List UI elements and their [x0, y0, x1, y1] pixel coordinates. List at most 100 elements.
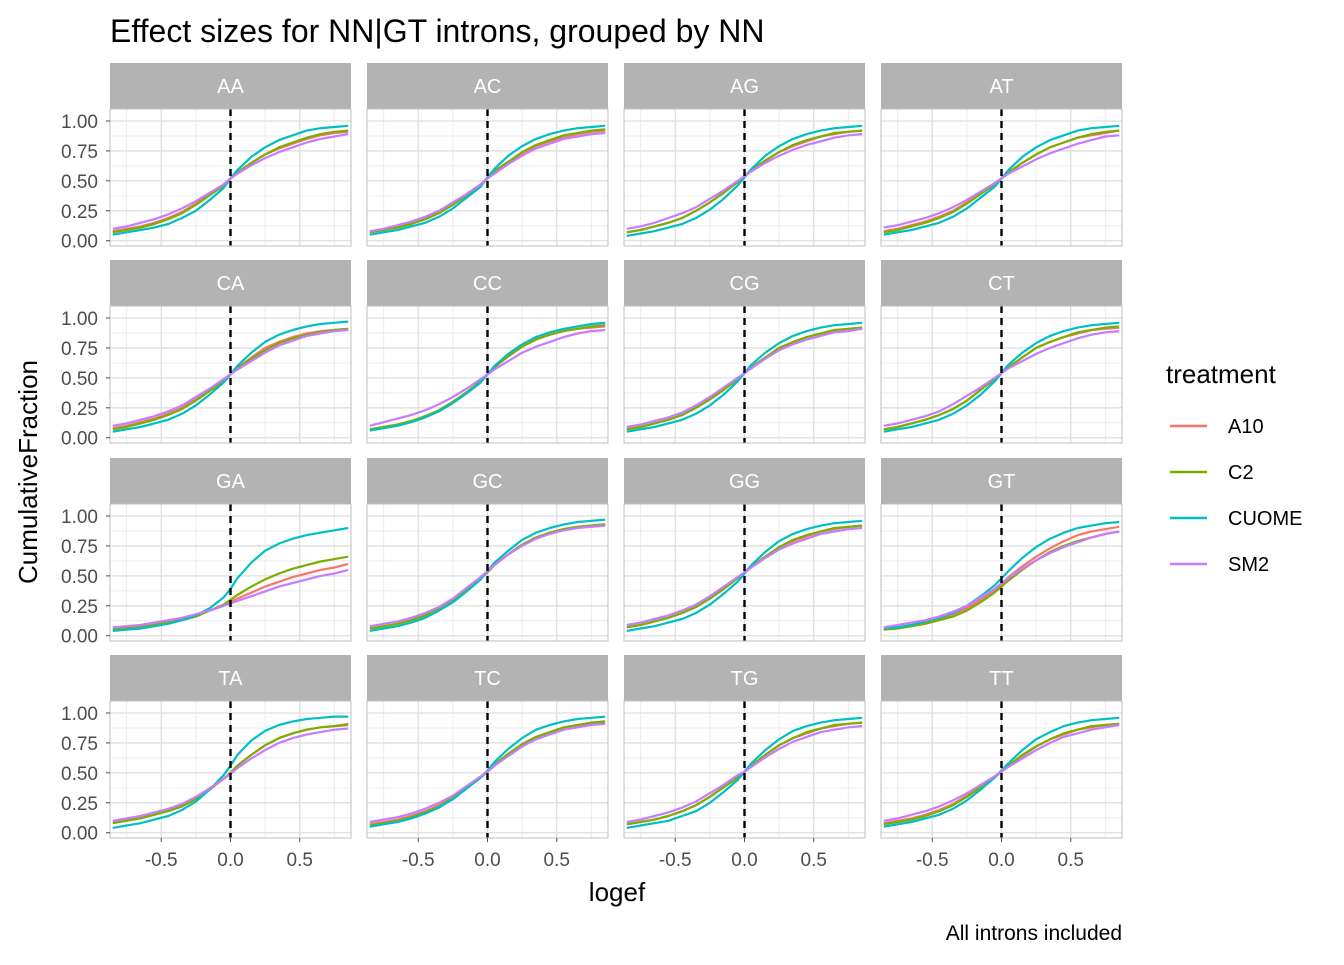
- series-line-sm2: [883, 330, 1120, 427]
- series-line-sm2: [883, 134, 1120, 229]
- facet-strip: [110, 655, 351, 701]
- facet-label: CA: [217, 273, 245, 295]
- facet-strip: [881, 260, 1122, 306]
- x-tick-label: 0.0: [988, 850, 1014, 871]
- y-tick-label: 0.50: [61, 764, 98, 785]
- x-tick-label: -0.5: [916, 850, 949, 871]
- y-tick-label: 0.25: [61, 597, 98, 618]
- facet-strip: [110, 260, 351, 306]
- x-tick-label: 0.5: [287, 850, 313, 871]
- facet-label: GA: [216, 471, 246, 493]
- facet-label: CG: [730, 273, 760, 295]
- facet-strip: [367, 260, 608, 306]
- panel-border: [623, 503, 866, 642]
- facet-label: TG: [731, 668, 759, 690]
- panel-border: [109, 108, 352, 247]
- x-tick-label: 0.5: [544, 850, 570, 871]
- y-tick-label: 0.50: [61, 567, 98, 588]
- facet-label: AA: [217, 76, 244, 98]
- legend-label-sm2: SM2: [1228, 554, 1269, 576]
- facet-panel-gg: GG: [623, 458, 866, 642]
- facet-panel-cc: CC: [366, 260, 609, 444]
- y-tick-label: 1.00: [61, 704, 98, 725]
- series-line-c2: [883, 530, 1120, 631]
- series-line-sm2: [112, 133, 349, 230]
- facet-panel-ag: AG: [623, 63, 866, 247]
- y-tick-label: 0.75: [61, 734, 98, 755]
- facet-strip: [367, 63, 608, 109]
- y-tick-label: 0.00: [61, 824, 98, 845]
- facet-panel-at: AT: [880, 63, 1123, 247]
- legend-label-a10: A10: [1228, 416, 1264, 438]
- legend-title: treatment: [1166, 359, 1277, 389]
- y-tick-label: 1.00: [61, 112, 98, 133]
- x-tick-label: 0.5: [1058, 850, 1084, 871]
- facet-panel-cg: CG: [623, 260, 866, 444]
- series-line-c2: [112, 555, 349, 631]
- facet-label: CT: [988, 273, 1015, 295]
- x-tick-label: -0.5: [402, 850, 435, 871]
- x-axis-title: logef: [589, 877, 646, 907]
- panel-border: [880, 108, 1123, 247]
- facet-panel-tg: TG -0.5 0.0 0.5: [623, 655, 866, 871]
- facet-label: TC: [474, 668, 501, 690]
- panel-border: [366, 305, 609, 444]
- y-tick-label: 0.25: [61, 794, 98, 815]
- x-tick-label: 0.0: [217, 850, 243, 871]
- facet-panel-aa: AA 0.00 0.25 0.50 0.75 1.00: [61, 63, 352, 253]
- series-line-sm2: [369, 524, 606, 628]
- facet-panel-tc: TC -0.5 0.0 0.5: [366, 655, 609, 871]
- facet-label: GT: [988, 471, 1016, 493]
- facet-panel-ta: TA 0.00 0.25 0.50 0.75 1.00 -0.5 0.0 0.5: [61, 655, 352, 871]
- facet-strip: [881, 655, 1122, 701]
- series-line-sm2: [626, 725, 863, 824]
- facet-label: CC: [473, 273, 502, 295]
- facet-panel-ct: CT: [880, 260, 1123, 444]
- facet-label: AG: [730, 76, 759, 98]
- y-tick-label: 0.25: [61, 399, 98, 420]
- series-line-sm2: [369, 722, 606, 824]
- x-tick-label: 0.0: [474, 850, 500, 871]
- facet-strip: [881, 63, 1122, 109]
- y-tick-label: 0.00: [61, 232, 98, 253]
- facet-label: TT: [989, 668, 1013, 690]
- panel-border: [109, 503, 352, 642]
- legend-entries: A10 C2 CUOME SM2: [1170, 416, 1302, 576]
- facet-panel-gc: GC: [366, 458, 609, 642]
- y-tick-label: 0.50: [61, 172, 98, 193]
- x-tick-label: 0.0: [731, 850, 757, 871]
- legend-label-c2: C2: [1228, 462, 1254, 484]
- series-line-sm2: [883, 723, 1120, 822]
- y-axis-title: CumulativeFraction: [13, 360, 43, 584]
- series-line-sm2: [626, 133, 863, 230]
- facet-strip: [624, 260, 865, 306]
- legend-label-cuome: CUOME: [1228, 508, 1302, 530]
- x-tick-label: -0.5: [145, 850, 178, 871]
- y-tick-label: 0.00: [61, 429, 98, 450]
- facet-strip: [624, 458, 865, 504]
- facet-panels: AA 0.00 0.25 0.50 0.75 1.00 AC AG AT CA 0.00 0.25 0.…: [61, 63, 1123, 871]
- series-line-sm2: [626, 526, 863, 627]
- facet-panel-tt: TT -0.5 0.0 0.5: [880, 655, 1123, 871]
- panel-border: [366, 108, 609, 247]
- y-tick-label: 1.00: [61, 309, 98, 330]
- facet-panel-ac: AC: [366, 63, 609, 247]
- series-line-sm2: [369, 328, 606, 427]
- facet-label: TA: [218, 668, 243, 690]
- facet-strip: [624, 655, 865, 701]
- facet-strip: [367, 655, 608, 701]
- panel-border: [623, 108, 866, 247]
- y-tick-label: 0.75: [61, 537, 98, 558]
- legend: treatment A10 C2 CUOME SM2: [1166, 359, 1302, 576]
- series-line-sm2: [369, 131, 606, 233]
- facet-label: AC: [474, 76, 502, 98]
- y-tick-label: 0.50: [61, 369, 98, 390]
- x-tick-label: 0.5: [801, 850, 827, 871]
- facet-label: AT: [989, 76, 1013, 98]
- facet-label: GC: [473, 471, 503, 493]
- facet-strip: [624, 63, 865, 109]
- panel-border: [880, 503, 1123, 642]
- facet-strip: [110, 63, 351, 109]
